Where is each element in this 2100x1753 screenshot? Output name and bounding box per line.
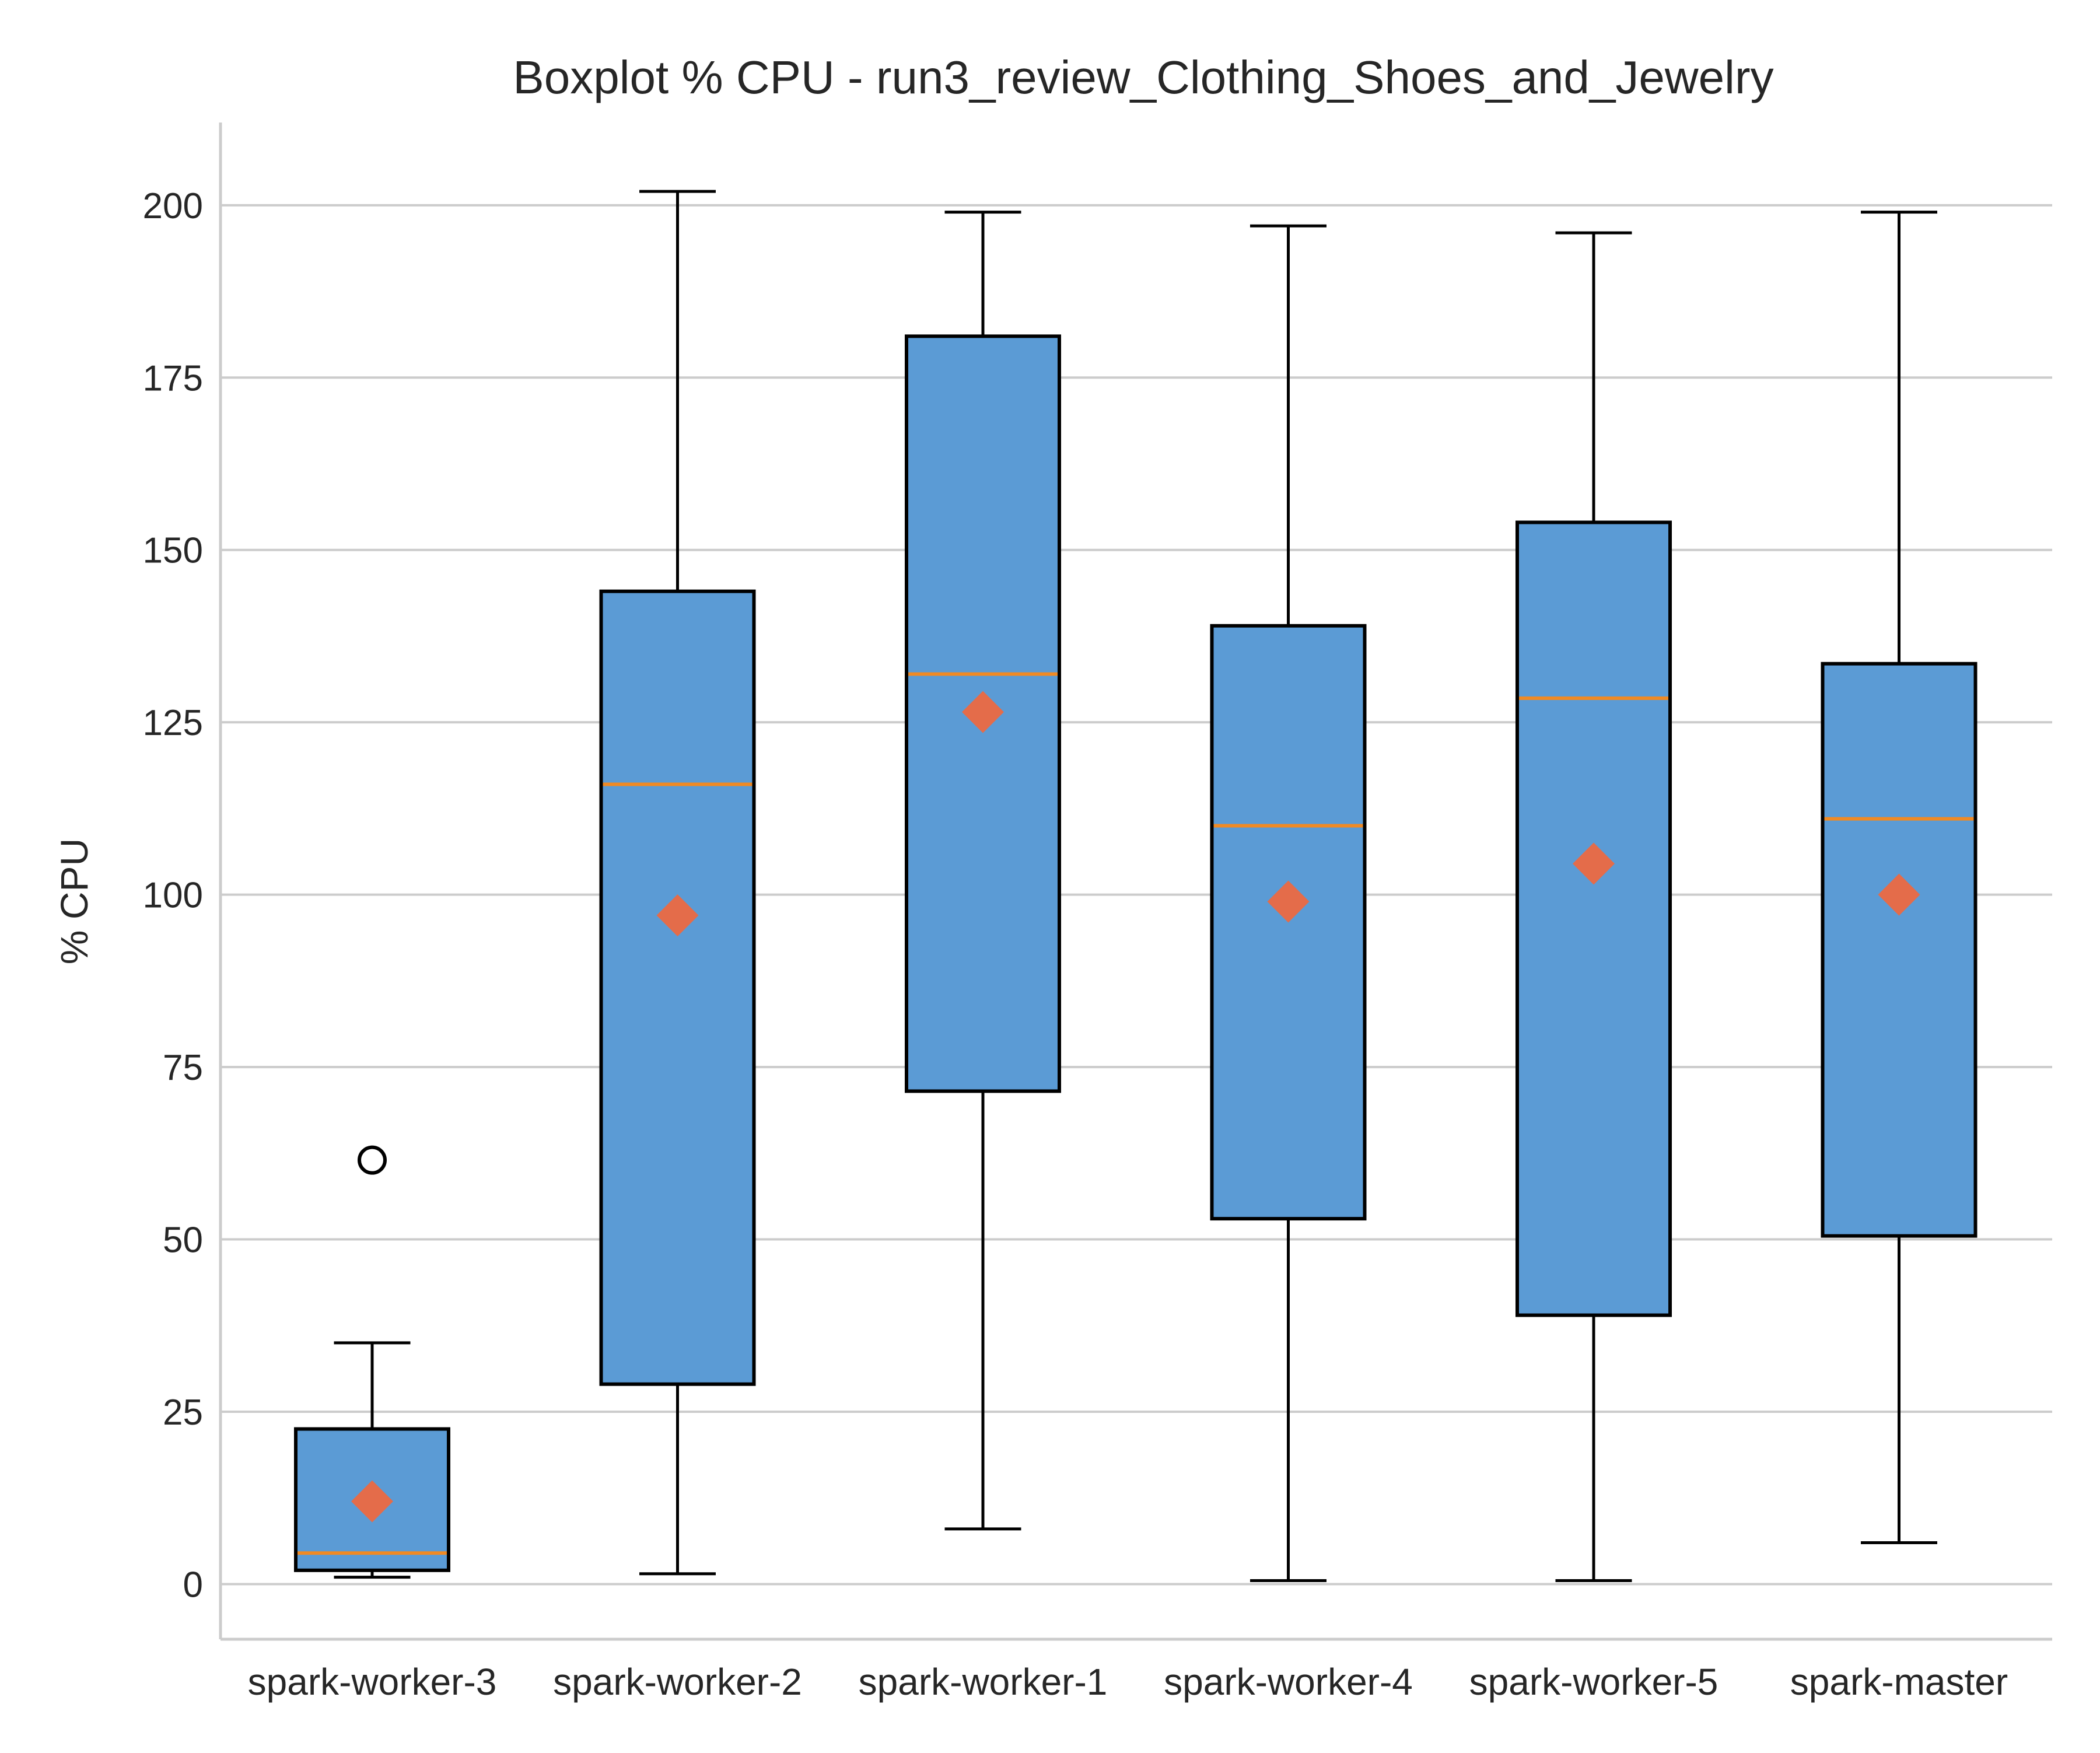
x-tick-label-spark-master: spark-master <box>1790 1661 2008 1703</box>
y-tick-label-50: 50 <box>163 1220 203 1261</box>
x-tick-label-spark-worker-3: spark-worker-3 <box>248 1661 497 1703</box>
chart-title: Boxplot % CPU - run3_review_Clothing_Sho… <box>513 51 1773 103</box>
boxes <box>294 190 1978 1583</box>
x-tick-label-spark-worker-5: spark-worker-5 <box>1469 1661 1718 1703</box>
x-tick-label-spark-worker-4: spark-worker-4 <box>1164 1661 1413 1703</box>
box-iqr <box>599 589 756 1386</box>
y-tick-label-25: 25 <box>163 1392 203 1433</box>
mean-marker <box>1573 842 1615 885</box>
box-iqr <box>905 334 1061 1093</box>
y-tick-label-75: 75 <box>163 1048 203 1088</box>
mean-marker <box>962 691 1004 733</box>
y-tick-label-200: 200 <box>143 186 203 226</box>
grid-lines <box>220 204 2052 1586</box>
y-tick-label-125: 125 <box>143 703 203 743</box>
x-tick-label-spark-worker-1: spark-worker-1 <box>859 1661 1108 1703</box>
mean-marker <box>1878 873 1920 916</box>
box-group-spark-worker-3 <box>294 1145 450 1579</box>
box-group-spark-worker-4 <box>1210 224 1367 1583</box>
y-tick-label-150: 150 <box>143 531 203 571</box>
box-group-spark-worker-5 <box>1516 231 1672 1583</box>
y-tick-label-0: 0 <box>183 1565 203 1605</box>
outlier-point-0 <box>358 1145 387 1175</box>
x-tick-label-spark-worker-2: spark-worker-2 <box>553 1661 802 1703</box>
mean-marker <box>351 1480 393 1523</box>
box-group-spark-master <box>1821 211 1978 1545</box>
y-axis-title: % CPU <box>52 838 96 964</box>
mean-marker <box>656 894 699 937</box>
x-tick-labels: spark-worker-3 spark-worker-2 spark-worker… <box>248 1661 2008 1703</box>
box-iqr <box>1821 662 1978 1238</box>
box-group-spark-worker-2 <box>599 190 756 1576</box>
box-iqr <box>1516 520 1672 1317</box>
y-tick-labels: 0 25 50 75 100 125 150 175 200 <box>143 186 203 1605</box>
axes <box>219 123 2052 1641</box>
y-tick-label-175: 175 <box>143 358 203 398</box>
y-tick-label-100: 100 <box>143 876 203 916</box>
mean-marker <box>1267 880 1310 923</box>
box-group-spark-worker-1 <box>905 211 1061 1531</box>
